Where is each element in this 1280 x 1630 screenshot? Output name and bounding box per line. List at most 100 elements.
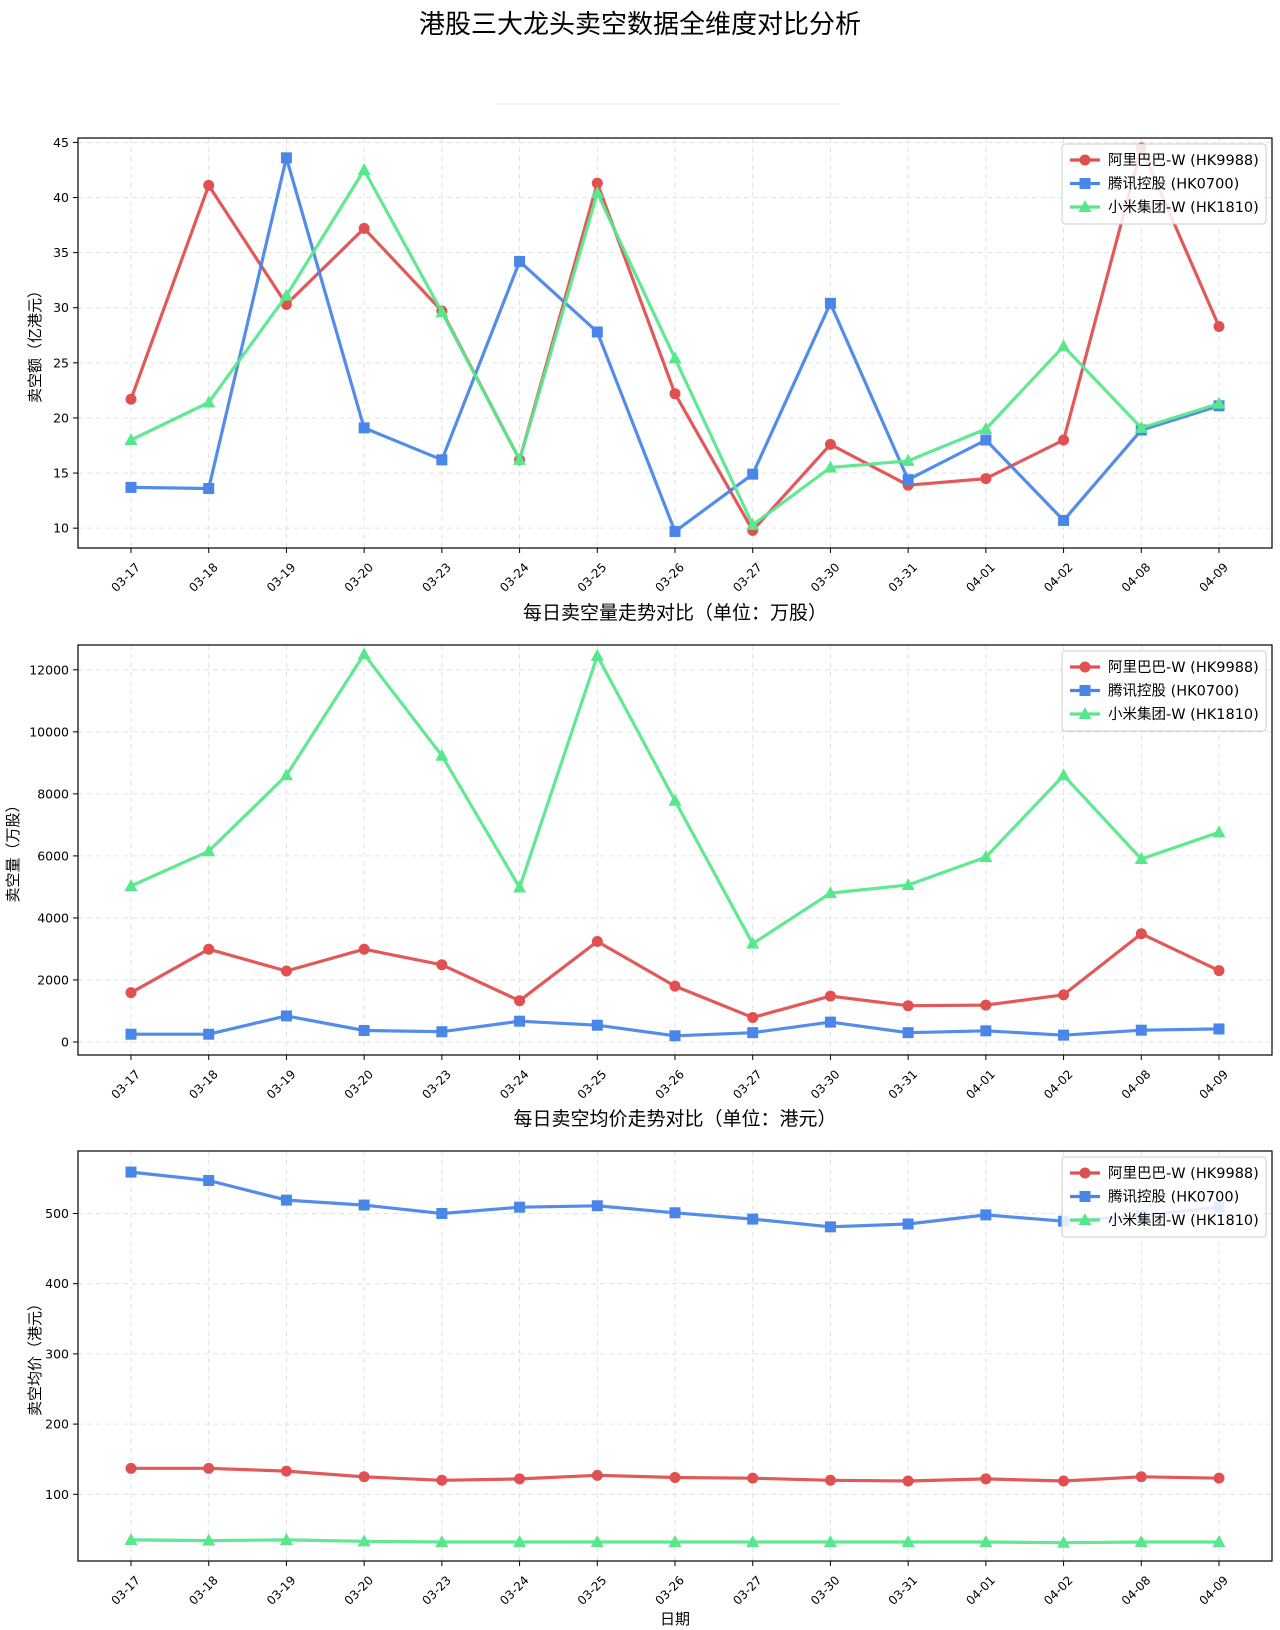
chart-panel-1: 10 15 20 25 30 35 40 45 03-17 03-18 03-19 03-20 03-2… bbox=[26, 135, 1273, 595]
data-point bbox=[669, 388, 681, 400]
data-point bbox=[746, 1535, 760, 1548]
x-tick-label: 03-26 bbox=[653, 1573, 688, 1608]
series-1 bbox=[125, 928, 1225, 1023]
data-point bbox=[357, 647, 371, 660]
legend-box bbox=[1061, 650, 1267, 732]
x-tick-label: 03-18 bbox=[186, 560, 221, 595]
series-3 bbox=[124, 647, 1226, 949]
x-tick-label: 03-27 bbox=[730, 560, 765, 595]
data-point bbox=[669, 980, 681, 992]
data-point bbox=[668, 1535, 682, 1548]
data-point bbox=[747, 1011, 759, 1023]
data-point bbox=[279, 768, 293, 781]
y-tick-label: 40 bbox=[53, 190, 69, 205]
data-point bbox=[435, 748, 449, 761]
data-point bbox=[514, 1015, 526, 1027]
data-point bbox=[513, 880, 527, 893]
data-point bbox=[436, 1474, 448, 1486]
series-2 bbox=[125, 152, 1225, 537]
y-tick-label: 6000 bbox=[37, 848, 69, 863]
data-point bbox=[280, 965, 292, 977]
x-tick-label: 03-20 bbox=[342, 1573, 377, 1608]
data-point bbox=[591, 935, 603, 947]
data-point bbox=[901, 1535, 915, 1548]
data-point bbox=[1135, 1024, 1147, 1036]
x-tick-label: 04-09 bbox=[1197, 1067, 1232, 1102]
x-tick-label: 04-02 bbox=[1041, 1573, 1076, 1608]
y-tick-label: 45 bbox=[53, 135, 69, 150]
data-point bbox=[747, 468, 759, 480]
legend-swatch-marker bbox=[1079, 154, 1091, 166]
data-point bbox=[358, 422, 370, 434]
x-tick-label: 03-25 bbox=[575, 560, 610, 595]
x-tick-label: 03-18 bbox=[186, 1067, 221, 1102]
legend-label: 阿里巴巴-W (HK9988) bbox=[1108, 659, 1259, 676]
data-point bbox=[669, 525, 681, 537]
data-point bbox=[591, 1019, 603, 1031]
data-point bbox=[824, 1016, 836, 1028]
x-tick-label: 03-31 bbox=[886, 560, 921, 595]
data-point bbox=[1058, 1029, 1070, 1041]
legend-label: 腾讯控股 (HK0700) bbox=[1108, 176, 1239, 193]
y-tick-label: 30 bbox=[53, 300, 69, 315]
data-point bbox=[280, 1465, 292, 1477]
legend-swatch-marker bbox=[1078, 1213, 1092, 1225]
x-tick-label: 04-01 bbox=[963, 1067, 998, 1102]
data-point bbox=[668, 351, 682, 364]
data-point bbox=[1212, 396, 1226, 409]
data-point bbox=[280, 1194, 292, 1206]
legend-swatch-marker bbox=[1079, 1191, 1091, 1202]
data-point bbox=[1134, 420, 1148, 433]
data-point bbox=[980, 473, 992, 485]
data-point bbox=[902, 1000, 914, 1012]
data-point bbox=[1058, 434, 1070, 446]
legend: 阿里巴巴-W (HK9988) 腾讯控股 (HK0700) 小米集团-W (HK18… bbox=[1061, 143, 1267, 225]
data-point bbox=[591, 1469, 603, 1481]
legend-swatch-marker bbox=[1079, 1167, 1091, 1179]
data-point bbox=[203, 179, 215, 191]
x-tick-label: 04-09 bbox=[1197, 1573, 1232, 1608]
data-point bbox=[358, 1471, 370, 1483]
x-tick-label: 03-30 bbox=[808, 1573, 843, 1608]
data-point bbox=[1057, 768, 1071, 781]
data-point bbox=[435, 305, 449, 318]
legend-label: 阿里巴巴-W (HK9988) bbox=[1108, 1165, 1259, 1182]
data-point bbox=[746, 517, 760, 530]
y-tick-label: 10 bbox=[53, 521, 69, 536]
data-point bbox=[823, 460, 837, 473]
data-point bbox=[979, 421, 993, 434]
data-point bbox=[590, 648, 604, 661]
data-point bbox=[668, 793, 682, 806]
x-tick-label: 03-30 bbox=[808, 1067, 843, 1102]
x-tick-label: 03-27 bbox=[730, 1573, 765, 1608]
y-tick-label: 200 bbox=[45, 1417, 69, 1432]
data-point bbox=[669, 1207, 681, 1219]
data-point bbox=[202, 1533, 216, 1546]
y-tick-label: 15 bbox=[53, 466, 69, 481]
data-point bbox=[357, 162, 371, 175]
series-2 bbox=[125, 1010, 1225, 1042]
data-point bbox=[1058, 989, 1070, 1001]
legend-label: 阿里巴巴-W (HK9988) bbox=[1108, 152, 1259, 169]
x-tick-label: 04-08 bbox=[1119, 1067, 1154, 1102]
data-point bbox=[125, 1462, 137, 1474]
y-tick-label: 12000 bbox=[29, 662, 69, 677]
y-tick-label: 8000 bbox=[37, 786, 69, 801]
data-point bbox=[358, 1199, 370, 1211]
chart-title: 每日卖空量走势对比（单位：万股） bbox=[523, 602, 827, 624]
data-point bbox=[1213, 1472, 1225, 1484]
y-tick-label: 0 bbox=[61, 1034, 69, 1049]
x-tick-label: 03-24 bbox=[497, 1067, 532, 1102]
data-point bbox=[824, 990, 836, 1002]
x-tick-label: 04-02 bbox=[1041, 560, 1076, 595]
legend-label: 腾讯控股 (HK0700) bbox=[1108, 683, 1239, 700]
x-tick-label: 04-08 bbox=[1119, 560, 1154, 595]
data-point bbox=[125, 1028, 137, 1040]
x-tick-label: 03-18 bbox=[186, 1573, 221, 1608]
series-3 bbox=[124, 162, 1226, 530]
data-point bbox=[514, 255, 526, 267]
data-point bbox=[1134, 1535, 1148, 1548]
chart-panel-2: 每日卖空量走势对比（单位：万股） 0 2000 4000 6000 8000 10000 12… bbox=[4, 602, 1273, 1102]
data-point bbox=[979, 850, 993, 863]
